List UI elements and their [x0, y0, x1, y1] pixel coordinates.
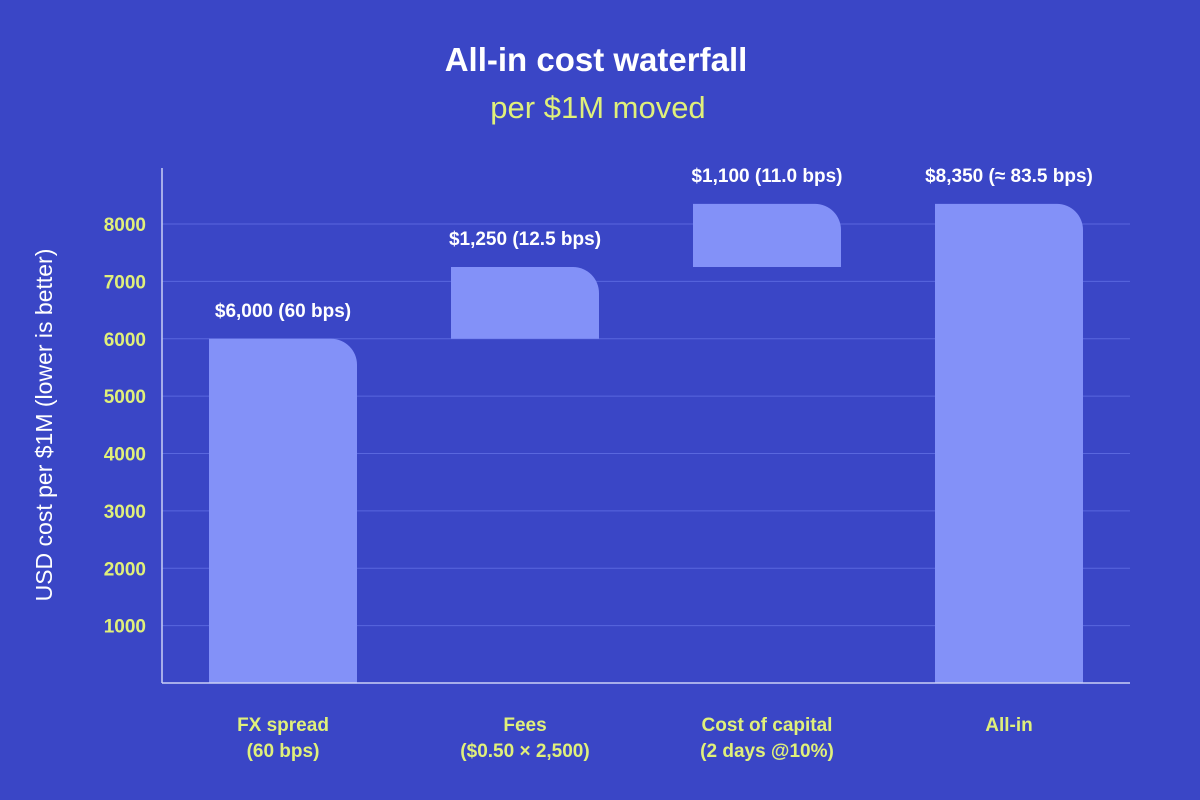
- data-labels: $6,000 (60 bps) $1,250 (12.5 bps) $1,100 (…: [215, 166, 1093, 322]
- y-tick-label: 1000: [104, 617, 146, 638]
- y-tick-labels: 1000 2000 3000 4000 5000 6000 7000 8000: [104, 215, 146, 638]
- y-tick-label: 8000: [104, 215, 146, 236]
- y-tick-label: 7000: [104, 272, 146, 293]
- data-label: $1,250 (12.5 bps): [449, 229, 601, 250]
- y-tick-label: 2000: [104, 559, 146, 580]
- bars: [209, 203, 1083, 683]
- bar: [935, 203, 1083, 683]
- category-label: (60 bps): [247, 741, 320, 762]
- category-label: ($0.50 × 2,500): [460, 741, 589, 762]
- category-label: Fees: [503, 715, 546, 736]
- y-tick-label: 5000: [104, 387, 146, 408]
- data-label: $6,000 (60 bps): [215, 301, 351, 322]
- bar: [693, 203, 841, 268]
- category-label: All-in: [985, 715, 1033, 736]
- bar: [209, 338, 357, 683]
- y-tick-label: 4000: [104, 445, 146, 466]
- category-label: (2 days @10%): [700, 741, 834, 762]
- data-label: $8,350 (≈ 83.5 bps): [925, 166, 1093, 187]
- y-tick-label: 3000: [104, 502, 146, 523]
- data-label: $1,100 (11.0 bps): [691, 166, 842, 187]
- category-labels: FX spread (60 bps) Fees ($0.50 × 2,500) Cost…: [237, 715, 1033, 762]
- category-label: Cost of capital: [702, 715, 833, 736]
- chart-subtitle: per $1M moved: [490, 90, 705, 125]
- chart-title: All-in cost waterfall: [445, 41, 748, 78]
- category-label: FX spread: [237, 715, 329, 736]
- y-tick-label: 6000: [104, 330, 146, 351]
- bar: [451, 267, 599, 339]
- y-axis-label: USD cost per $1M (lower is better): [31, 249, 57, 602]
